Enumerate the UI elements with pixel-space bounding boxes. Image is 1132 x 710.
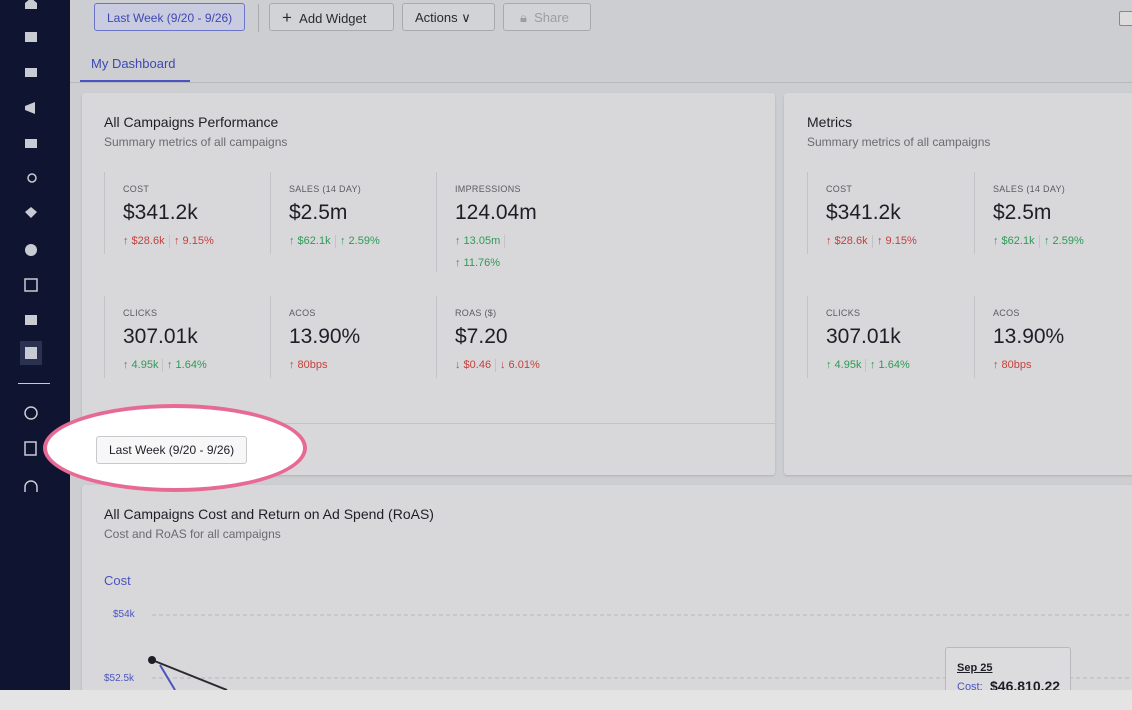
metric-value: 307.01k: [123, 325, 198, 348]
metric-value: $2.5m: [289, 201, 348, 224]
metric-change: ↑ 4.95k: [123, 359, 159, 371]
checkbox[interactable]: [1119, 11, 1132, 26]
metric-value: 124.04m: [455, 201, 537, 224]
metric-change: ↑ $62.1k: [993, 235, 1035, 247]
axis-title: Cost: [104, 573, 131, 588]
metric-change: ↑ 2.59%: [1044, 235, 1084, 247]
metric-change: ↑ 11.76%: [455, 257, 501, 269]
card-subtitle: Summary metrics of all campaigns: [104, 135, 288, 149]
tooltip-date: Sep 25: [957, 662, 993, 674]
separator: [335, 235, 336, 248]
tab-border: [70, 82, 1132, 83]
tile-border: [807, 172, 808, 254]
bottom-edge: [0, 690, 1132, 710]
actions-button[interactable]: Actions ∨: [402, 3, 495, 31]
separator: [504, 235, 505, 248]
divider: [258, 4, 259, 32]
y-tick-label: $54k: [113, 609, 135, 620]
metric-change: ↑ $28.6k: [826, 235, 868, 247]
metric-change: ↑ 80bps: [289, 359, 328, 371]
chart-title: All Campaigns Cost and Return on Ad Spen…: [104, 506, 434, 522]
metric-change: ↑ 9.15%: [174, 235, 214, 247]
metric-label: ACOS: [993, 308, 1020, 318]
tab[interactable]: My Dashboard: [91, 56, 176, 71]
tile-border: [436, 172, 437, 272]
metric-value: $7.20: [455, 325, 508, 348]
metric-label: ROAS ($): [455, 308, 497, 318]
metric-value: 307.01k: [826, 325, 901, 348]
metric-value: 13.90%: [993, 325, 1065, 348]
metric-change: ↑ 1.64%: [167, 359, 207, 371]
card-footer-border: [82, 423, 775, 424]
tab-underline: [80, 80, 190, 82]
sidebar: [0, 0, 70, 690]
separator: [872, 235, 873, 248]
metric-change: ↑ $28.6k: [123, 235, 165, 247]
tile-border: [974, 172, 975, 254]
metric-value: $2.5m: [993, 201, 1052, 224]
metric-change: ↑ 9.15%: [877, 235, 917, 247]
label: Add Widget: [299, 11, 367, 26]
metric-label: IMPRESSIONS: [455, 184, 521, 194]
chart-lines: [148, 614, 1132, 690]
card-subtitle: Summary metrics of all campaigns: [807, 135, 991, 149]
separator: [1039, 235, 1040, 248]
metric-value: $341.2k: [826, 201, 901, 224]
tile-border: [104, 172, 105, 254]
card-title: All Campaigns Performance: [104, 114, 279, 130]
metric-value: 13.90%: [289, 325, 361, 348]
metric-change: ↑ $62.1k: [289, 235, 331, 247]
metric-value: $341.2k: [123, 201, 198, 224]
separator: [169, 235, 170, 248]
metric-label: SALES (14 DAY): [289, 184, 362, 194]
chart-subtitle: Cost and RoAS for all campaigns: [104, 527, 281, 541]
metric-change: ↓ $0.46: [455, 359, 492, 371]
share-button[interactable]: 🔒︎ Share: [503, 3, 591, 31]
point: [148, 656, 156, 664]
y-tick-label: $52.5k: [104, 673, 135, 684]
card: [784, 93, 1132, 475]
separator: [495, 359, 496, 372]
metric-change: ↑ 2.59%: [340, 235, 380, 247]
metric-change: ↓ 6.01%: [500, 359, 540, 371]
tile-border: [270, 172, 271, 254]
card-title: Metrics: [807, 114, 853, 130]
highlight: [43, 404, 307, 492]
metric-label: CLICKS: [123, 308, 158, 318]
add-widget-button[interactable]: + Add Widget: [269, 3, 394, 31]
metric-change: ↑ 1.64%: [870, 359, 910, 371]
metric-change: ↑ 4.95k: [826, 359, 862, 371]
cost-line: [159, 664, 176, 690]
metric-change: ↑ 13.05m: [455, 235, 501, 247]
label: Share: [534, 10, 569, 25]
tile-border: [104, 296, 105, 378]
metric-label: COST: [123, 184, 150, 194]
roas-line: [151, 659, 228, 690]
separator: [865, 359, 866, 372]
metric-label: CLICKS: [826, 308, 861, 318]
label: Actions: [415, 10, 458, 25]
metric-change: ↑ 80bps: [993, 359, 1032, 371]
metric-label: SALES (14 DAY): [993, 184, 1066, 194]
metric-label: ACOS: [289, 308, 316, 318]
separator: [162, 359, 163, 372]
tile-border: [270, 296, 271, 378]
date-button[interactable]: Last Week (9/20 - 9/26): [94, 3, 246, 31]
tile-border: [807, 296, 808, 378]
footer-date-button[interactable]: Last Week (9/20 - 9/26): [96, 436, 248, 464]
metric-label: COST: [826, 184, 853, 194]
tile-border: [974, 296, 975, 378]
sidebar-icons: [18, 0, 50, 492]
tile-border: [436, 296, 437, 378]
